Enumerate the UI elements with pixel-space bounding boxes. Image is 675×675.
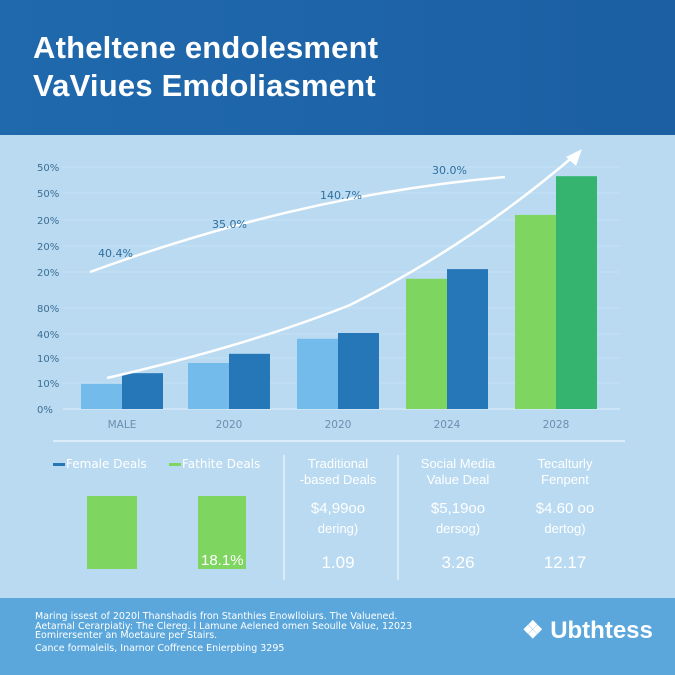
arrow-head-icon [566, 149, 582, 166]
green-bar [87, 496, 137, 569]
y-tick-label: 50% [37, 163, 59, 174]
legend-item: Female Deals [53, 457, 147, 471]
legend-swatch [53, 463, 65, 466]
annotation: 40.4% [98, 247, 133, 260]
logo: ❖ Ubthtess [522, 617, 653, 644]
bar [188, 363, 229, 409]
stat-column: Social Media Value Deal $5,19oo dersog) … [420, 456, 496, 572]
footer-text: Aetarnal Cerarpiatiy: The Clereg. l Lamu… [35, 621, 413, 632]
x-tick-label: 2028 [543, 419, 570, 431]
stat-column: Traditional -based Deals $4,99oo dering)… [299, 456, 377, 572]
y-tick-label: 10% [37, 379, 59, 390]
y-tick-label: 0% [37, 405, 53, 416]
bar [122, 373, 163, 409]
y-tick-label: 80% [37, 304, 59, 315]
footer: Maring issest of 2020l Thanshadis fron S… [0, 598, 675, 675]
y-tick-label: 20% [37, 216, 59, 227]
bar [81, 383, 122, 409]
y-tick-label: 50% [37, 189, 59, 200]
x-tick-label: MALE [108, 419, 137, 431]
bar [447, 269, 488, 409]
title-line-1: Atheltene endolesment [33, 30, 379, 65]
trend-line-upper [89, 175, 506, 274]
y-tick-label: 10% [37, 354, 59, 365]
divider [283, 455, 285, 580]
divider [397, 455, 399, 580]
bar [556, 176, 597, 409]
annotation: 140.7% [320, 189, 362, 202]
bar-chart: 0% 10% 10% 40% 80% 20% 20% 20% 50% 50% MALE 2020 202… [37, 149, 620, 431]
legend-swatch [169, 463, 181, 466]
logo-icon: ❖ [522, 617, 544, 644]
y-tick-label: 20% [37, 268, 59, 279]
stat-column: Tecalturly Fenpent $4.60 oo dertog) 12.1… [535, 456, 595, 572]
title-line-2: VaViues Emdoliasment [33, 68, 376, 103]
divider [53, 440, 625, 442]
x-tick-label: 2024 [434, 419, 461, 431]
y-tick-label: 40% [37, 330, 59, 341]
bar [515, 214, 556, 409]
legend-item: Fathite Deals [169, 457, 260, 471]
footer-text: Eomirersenter an Moetaure per Stairs. [35, 630, 218, 641]
summary-panel: Female Deals Fathite Deals 18.1% Traditi… [0, 440, 675, 600]
bar [406, 278, 447, 409]
y-tick-label: 20% [37, 242, 59, 253]
bar [297, 338, 338, 409]
header: Atheltene endolesment VaViues Emdoliasme… [0, 0, 675, 135]
footer-text: Cance formaleils, Inarnor Coffrence Enie… [35, 643, 285, 654]
trend-arrow-lower [106, 154, 576, 380]
footer-text: Maring issest of 2020l Thanshadis fron S… [35, 611, 398, 622]
annotation: 30.0% [432, 164, 467, 177]
green-bar-label: 18.1% [201, 552, 244, 569]
green-bar: 18.1% [198, 496, 246, 569]
x-tick-label: 2020 [216, 419, 243, 431]
annotation: 35.0% [212, 218, 247, 231]
x-tick-label: 2020 [325, 419, 352, 431]
bar [229, 353, 270, 409]
bar [338, 333, 379, 409]
